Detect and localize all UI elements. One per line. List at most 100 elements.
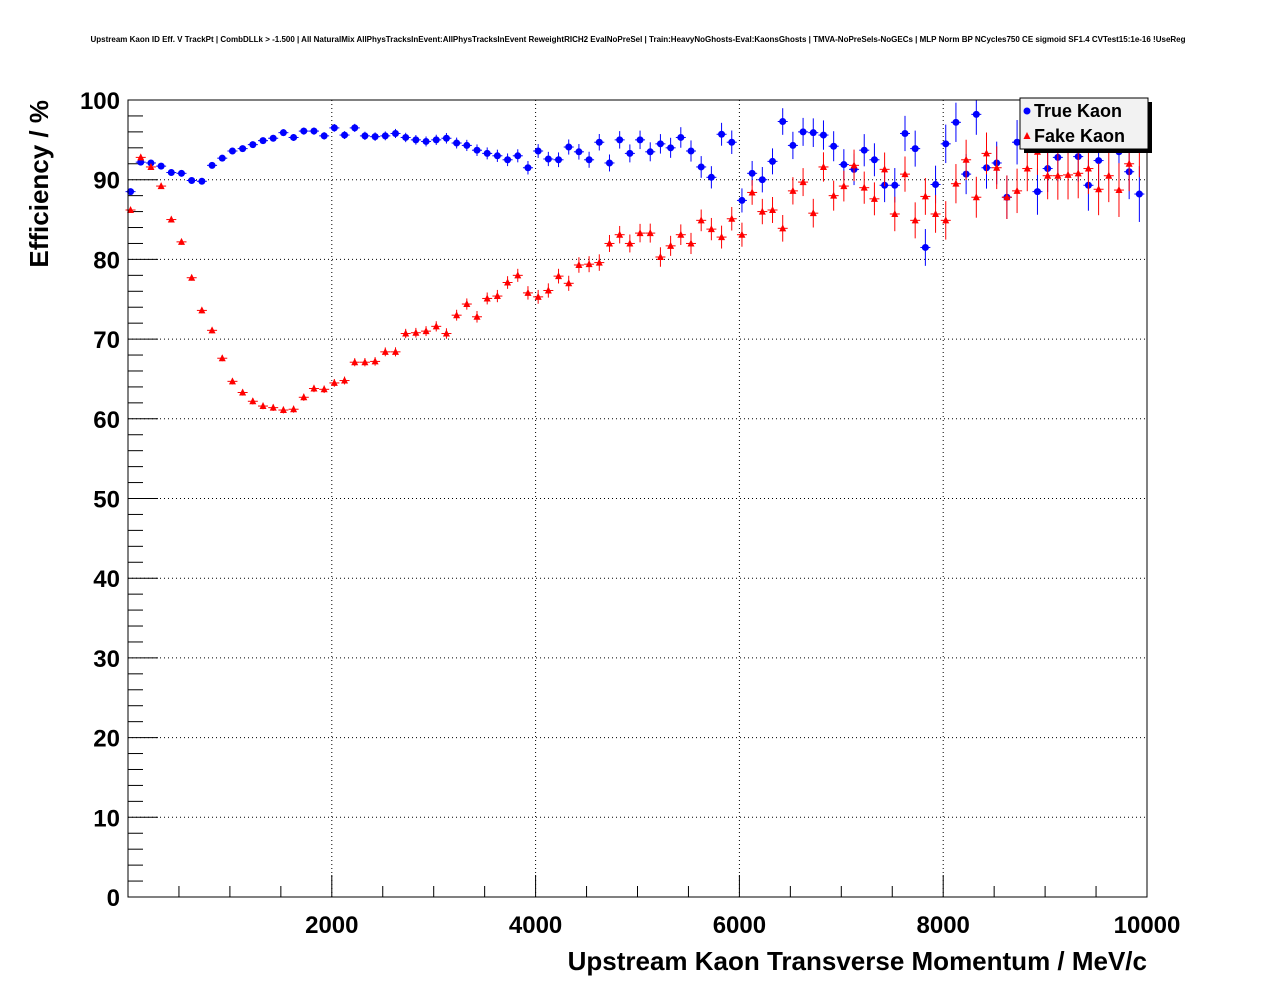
data-point [279, 129, 287, 137]
data-point [901, 170, 909, 178]
data-point [351, 124, 359, 132]
data-point [341, 131, 349, 139]
data-point [870, 194, 878, 202]
data-point [473, 312, 481, 320]
data-point [1013, 186, 1021, 194]
data-point [585, 260, 593, 268]
data-point [422, 137, 430, 145]
chart-title: Upstream Kaon ID Eff. V TrackPt | CombDL… [91, 35, 1186, 44]
data-point [555, 272, 563, 280]
data-point [707, 173, 715, 181]
data-point [972, 193, 980, 201]
data-point [636, 136, 644, 144]
data-point [228, 147, 236, 155]
x-tick-label: 2000 [305, 912, 358, 939]
data-point [177, 237, 185, 245]
data-point [993, 163, 1001, 171]
data-point [718, 233, 726, 241]
data-point [249, 397, 257, 405]
data-point [504, 156, 512, 164]
data-point [942, 216, 950, 224]
data-point [442, 329, 450, 337]
data-point [269, 134, 277, 142]
data-point [911, 145, 919, 153]
data-point [738, 196, 746, 204]
data-point [779, 118, 787, 126]
data-point [972, 110, 980, 118]
data-point [1064, 170, 1072, 178]
data-point [381, 347, 389, 355]
data-point [687, 147, 695, 155]
data-point [371, 133, 379, 141]
data-point [585, 156, 593, 164]
data-point [147, 162, 155, 170]
data-point [921, 243, 929, 251]
data-point [310, 127, 318, 135]
data-point [453, 139, 461, 147]
data-point [677, 133, 685, 141]
data-point [412, 328, 420, 336]
data-point [167, 169, 175, 177]
legend-box [1019, 97, 1149, 150]
data-point [127, 188, 135, 196]
data-point [758, 176, 766, 184]
y-tick-label: 0 [107, 885, 120, 912]
data-point [687, 239, 695, 247]
data-point [524, 164, 532, 172]
data-point [667, 241, 675, 249]
data-point [453, 311, 461, 319]
data-point [249, 141, 257, 149]
data-point [881, 165, 889, 173]
data-point [167, 215, 175, 223]
data-point [840, 182, 848, 190]
data-point [534, 147, 542, 155]
y-tick-label: 70 [93, 327, 120, 354]
data-point [565, 143, 573, 151]
data-point [932, 209, 940, 217]
legend-marker [1023, 107, 1031, 115]
data-point [137, 158, 145, 166]
data-point [830, 191, 838, 199]
legend-label: True Kaon [1034, 101, 1122, 121]
data-point [799, 178, 807, 186]
data-point [891, 181, 899, 189]
data-point [127, 205, 135, 213]
data-point [524, 288, 532, 296]
data-point [483, 294, 491, 302]
data-point [1115, 186, 1123, 194]
data-point [789, 141, 797, 149]
data-point [555, 156, 563, 164]
x-tick-label: 8000 [917, 912, 970, 939]
data-point [279, 406, 287, 414]
legend-label: Fake Kaon [1034, 126, 1125, 146]
tick-labels: 2000 4000 6000 8000 10000 0 10 20 30 40 50 60 70 80 90… [80, 88, 1180, 939]
data-point [544, 155, 552, 163]
data-point [290, 405, 298, 413]
data-point [188, 176, 196, 184]
data-point [748, 169, 756, 177]
legend: True Kaon Fake Kaon [1019, 97, 1152, 153]
data-point [463, 141, 471, 149]
data-point [962, 155, 970, 163]
data-point [208, 326, 216, 334]
x-tick-label: 4000 [509, 912, 562, 939]
data-point [228, 377, 236, 385]
data-point [361, 358, 369, 366]
data-point [840, 161, 848, 169]
data-point [544, 286, 552, 294]
y-tick-label: 10 [93, 805, 120, 832]
data-point [330, 124, 338, 132]
legend-marker [1023, 132, 1031, 139]
data-point [402, 133, 410, 141]
data-point [819, 131, 827, 139]
data-point [351, 358, 359, 366]
data-point [667, 144, 675, 152]
data-point [656, 140, 664, 148]
y-tick-label: 100 [80, 88, 120, 115]
data-point [269, 403, 277, 411]
y-tick-label: 30 [93, 646, 120, 673]
data-point [860, 146, 868, 154]
data-point [1095, 185, 1103, 193]
data-point [809, 209, 817, 217]
